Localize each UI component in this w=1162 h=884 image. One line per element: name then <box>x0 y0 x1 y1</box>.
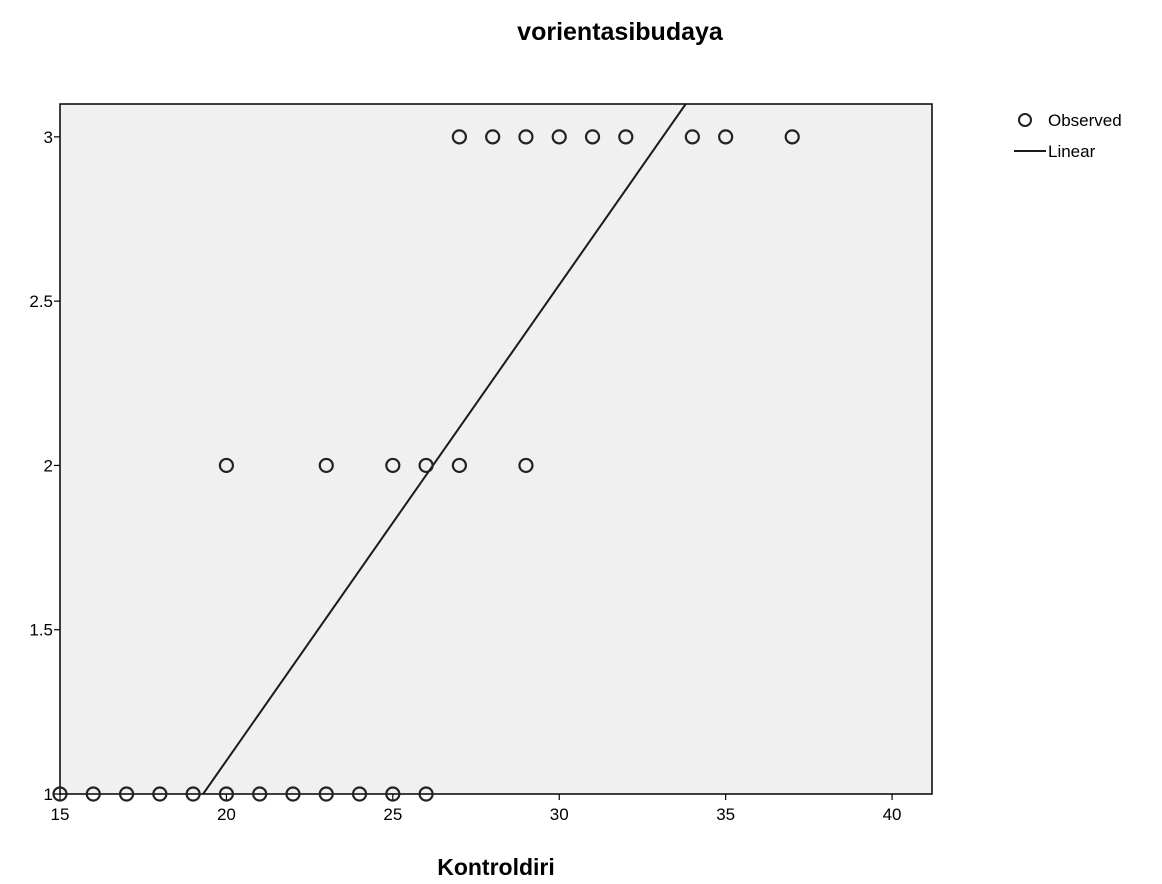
legend-linear-label: Linear <box>1048 142 1096 161</box>
legend: Observed Linear <box>1014 111 1122 161</box>
x-axis-label: Kontroldiri <box>437 854 555 880</box>
x-tick-label: 25 <box>383 805 402 824</box>
observed-point <box>152 786 168 802</box>
observed-point <box>518 457 534 474</box>
y-tick-label: 3 <box>44 128 53 147</box>
legend-observed-marker <box>1018 113 1032 127</box>
chart-title: vorientasibudaya <box>517 18 724 46</box>
observed-point <box>518 129 534 145</box>
observed-point <box>451 129 467 145</box>
observed-point <box>584 129 601 145</box>
observed-point <box>318 786 334 802</box>
observed-point <box>718 129 734 145</box>
y-axis: 1 1.5 2 2.5 3 <box>29 128 60 804</box>
y-tick-label: 1.5 <box>29 621 53 640</box>
y-tick-label: 2.5 <box>29 292 53 311</box>
observed-point <box>351 786 368 802</box>
x-tick-label: 20 <box>217 805 236 824</box>
x-tick-label: 15 <box>51 805 70 824</box>
observed-point <box>684 129 700 145</box>
linear-fit-line <box>202 104 687 794</box>
observed-point <box>85 786 101 802</box>
x-tick-label: 35 <box>716 805 735 824</box>
observed-point <box>418 786 434 802</box>
observed-point <box>784 129 800 145</box>
observed-point <box>451 457 467 474</box>
x-axis: 15 20 25 30 35 40 <box>51 794 902 824</box>
y-tick-label: 1 <box>44 785 53 804</box>
observed-point <box>418 457 434 474</box>
observed-point <box>285 786 301 802</box>
observed-point <box>252 786 268 802</box>
observed-point <box>118 786 135 802</box>
x-tick-label: 40 <box>883 805 902 824</box>
observed-point <box>218 457 235 474</box>
legend-observed-label: Observed <box>1048 111 1122 130</box>
observed-point <box>185 786 201 802</box>
observed-point <box>485 129 501 145</box>
observed-point <box>551 129 567 145</box>
observed-point <box>385 786 401 802</box>
x-tick-label: 30 <box>550 805 569 824</box>
plot-area <box>59 103 933 795</box>
observed-point <box>52 786 68 802</box>
observed-point <box>218 786 235 802</box>
observed-point <box>385 457 401 474</box>
observed-point <box>618 129 634 145</box>
observed-point <box>318 457 334 474</box>
linear-fit-layer <box>202 104 687 794</box>
observed-points-layer <box>52 129 800 802</box>
y-tick-label: 2 <box>44 456 53 475</box>
